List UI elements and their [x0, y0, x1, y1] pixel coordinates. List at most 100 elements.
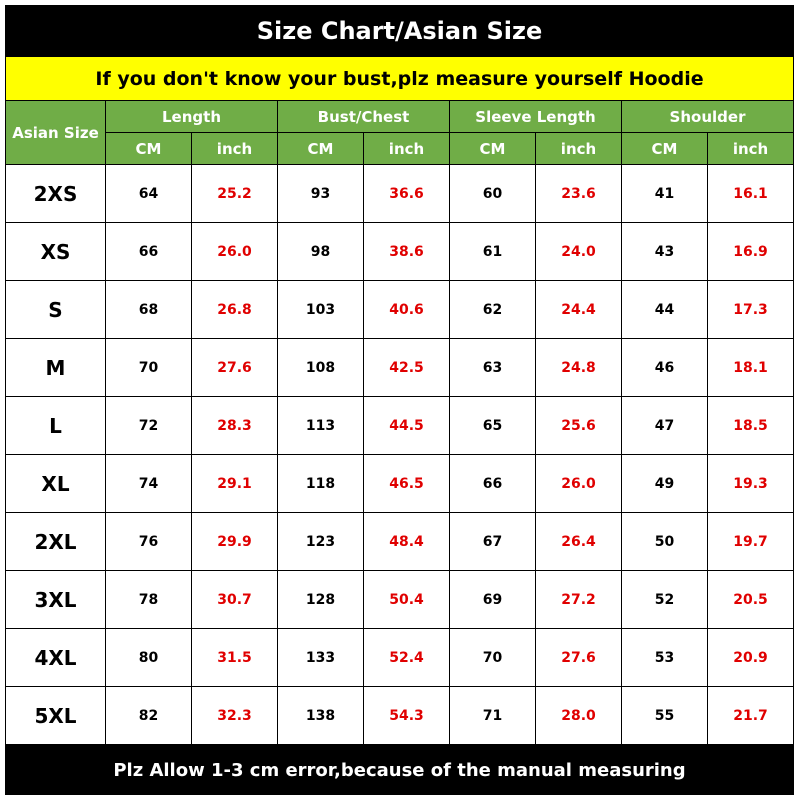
cm-value: 43: [621, 222, 708, 281]
size-table: Asian Size Length Bust/Chest Sleeve Leng…: [5, 100, 795, 745]
unit-header-inch: inch: [191, 132, 278, 165]
inch-value: 29.1: [191, 454, 278, 513]
measure-note: If you don't know your bust,plz measure …: [5, 57, 794, 100]
inch-value: 31.5: [191, 628, 278, 687]
table-row: XL 74 29.1 118 46.5 66 26.0 49 19.3: [5, 454, 795, 513]
group-header-bust: Bust/Chest: [277, 100, 450, 133]
cm-value: 62: [449, 280, 536, 339]
size-label: L: [5, 396, 106, 455]
inch-value: 30.7: [191, 570, 278, 629]
table-row: 3XL 78 30.7 128 50.4 69 27.2 52 20.5: [5, 570, 795, 629]
unit-header-inch: inch: [706, 132, 795, 165]
inch-value: 42.5: [363, 338, 450, 397]
cm-value: 98: [277, 222, 364, 281]
group-header-shoulder: Shoulder: [620, 100, 795, 133]
cm-value: 61: [449, 222, 536, 281]
inch-value: 23.6: [535, 164, 622, 223]
inch-value: 38.6: [363, 222, 450, 281]
cm-value: 78: [105, 570, 192, 629]
inch-value: 18.1: [706, 338, 795, 397]
inch-value: 26.8: [191, 280, 278, 339]
cm-value: 118: [277, 454, 364, 513]
cm-value: 63: [449, 338, 536, 397]
inch-value: 50.4: [363, 570, 450, 629]
size-label: XL: [5, 454, 106, 513]
table-row: L 72 28.3 113 44.5 65 25.6 47 18.5: [5, 396, 795, 455]
size-chart: Size Chart/Asian Size If you don't know …: [5, 5, 795, 795]
group-header-length: Length: [105, 100, 278, 133]
table-row: S 68 26.8 103 40.6 62 24.4 44 17.3: [5, 280, 795, 339]
inch-value: 27.6: [535, 628, 622, 687]
cm-value: 123: [277, 512, 364, 571]
inch-value: 40.6: [363, 280, 450, 339]
cm-value: 70: [449, 628, 536, 687]
cm-value: 65: [449, 396, 536, 455]
chart-title: Size Chart/Asian Size: [5, 5, 794, 57]
inch-value: 32.3: [191, 686, 278, 745]
cm-value: 52: [621, 570, 708, 629]
table-row: M 70 27.6 108 42.5 63 24.8 46 18.1: [5, 338, 795, 397]
size-label: S: [5, 280, 106, 339]
size-label: XS: [5, 222, 106, 281]
cm-value: 53: [621, 628, 708, 687]
cm-value: 49: [621, 454, 708, 513]
size-label: 3XL: [5, 570, 106, 629]
inch-value: 25.2: [191, 164, 278, 223]
unit-header-cm: CM: [277, 132, 364, 165]
size-column-header: Asian Size: [5, 100, 106, 165]
inch-value: 48.4: [363, 512, 450, 571]
cm-value: 80: [105, 628, 192, 687]
cm-value: 41: [621, 164, 708, 223]
inch-value: 20.5: [706, 570, 795, 629]
inch-value: 19.7: [706, 512, 795, 571]
unit-header-cm: CM: [449, 132, 536, 165]
table-row: 2XS 64 25.2 93 36.6 60 23.6 41 16.1: [5, 164, 795, 223]
inch-value: 26.0: [535, 454, 622, 513]
inch-value: 21.7: [706, 686, 795, 745]
inch-value: 46.5: [363, 454, 450, 513]
size-label: M: [5, 338, 106, 397]
unit-header-inch: inch: [363, 132, 450, 165]
inch-value: 54.3: [363, 686, 450, 745]
cm-value: 46: [621, 338, 708, 397]
inch-value: 52.4: [363, 628, 450, 687]
inch-value: 18.5: [706, 396, 795, 455]
unit-header-cm: CM: [621, 132, 708, 165]
inch-value: 24.0: [535, 222, 622, 281]
table-row: 5XL 82 32.3 138 54.3 71 28.0 55 21.7: [5, 686, 795, 745]
cm-value: 138: [277, 686, 364, 745]
cm-value: 128: [277, 570, 364, 629]
table-row: 4XL 80 31.5 133 52.4 70 27.6 53 20.9: [5, 628, 795, 687]
inch-value: 26.4: [535, 512, 622, 571]
cm-value: 60: [449, 164, 536, 223]
inch-value: 17.3: [706, 280, 795, 339]
table-row: 2XL 76 29.9 123 48.4 67 26.4 50 19.7: [5, 512, 795, 571]
inch-value: 24.4: [535, 280, 622, 339]
cm-value: 103: [277, 280, 364, 339]
cm-value: 66: [449, 454, 536, 513]
inch-value: 26.0: [191, 222, 278, 281]
cm-value: 71: [449, 686, 536, 745]
cm-value: 66: [105, 222, 192, 281]
cm-value: 44: [621, 280, 708, 339]
inch-value: 20.9: [706, 628, 795, 687]
inch-value: 28.0: [535, 686, 622, 745]
cm-value: 55: [621, 686, 708, 745]
cm-value: 82: [105, 686, 192, 745]
inch-value: 19.3: [706, 454, 795, 513]
table-row: XS 66 26.0 98 38.6 61 24.0 43 16.9: [5, 222, 795, 281]
cm-value: 70: [105, 338, 192, 397]
inch-value: 16.9: [706, 222, 795, 281]
unit-header-inch: inch: [535, 132, 622, 165]
cm-value: 64: [105, 164, 192, 223]
inch-value: 27.6: [191, 338, 278, 397]
inch-value: 25.6: [535, 396, 622, 455]
cm-value: 74: [105, 454, 192, 513]
size-label: 5XL: [5, 686, 106, 745]
inch-value: 29.9: [191, 512, 278, 571]
inch-value: 16.1: [706, 164, 795, 223]
inch-value: 24.8: [535, 338, 622, 397]
inch-value: 44.5: [363, 396, 450, 455]
unit-header-cm: CM: [105, 132, 192, 165]
inch-value: 36.6: [363, 164, 450, 223]
